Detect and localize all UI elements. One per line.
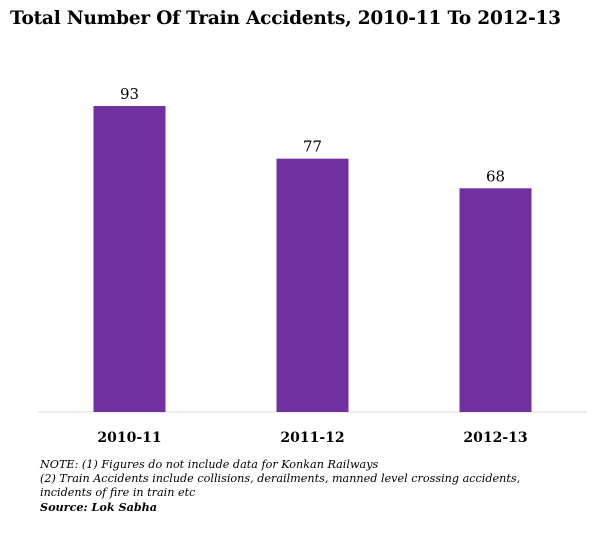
note-line-2: (2) Train Accidents include collisions, … [40,472,521,485]
category-label-2012-13: 2012-13 [463,430,527,446]
value-label-2010-11: 93 [120,85,139,103]
bar-2011-12 [276,158,349,412]
category-label-2011-12: 2011-12 [280,430,344,446]
chart-title: Total Number Of Train Accidents, 2010-11… [10,8,561,29]
value-label-2012-13: 68 [486,167,505,185]
note-line-1: NOTE: (1) Figures do not include data fo… [40,458,379,471]
source-note: Source: Lok Sabha [40,500,158,514]
category-label-2010-11: 2010-11 [97,430,161,446]
bar-2012-13 [459,188,532,412]
bar-chart: 93 77 68 2010-11 2011-12 2012-13 [38,85,587,446]
note-line-3: incidents of fire in train etc [40,486,196,499]
bar-2010-11 [93,106,166,412]
value-label-2011-12: 77 [303,138,322,156]
chart-notes: NOTE: (1) Figures do not include data fo… [40,458,595,514]
